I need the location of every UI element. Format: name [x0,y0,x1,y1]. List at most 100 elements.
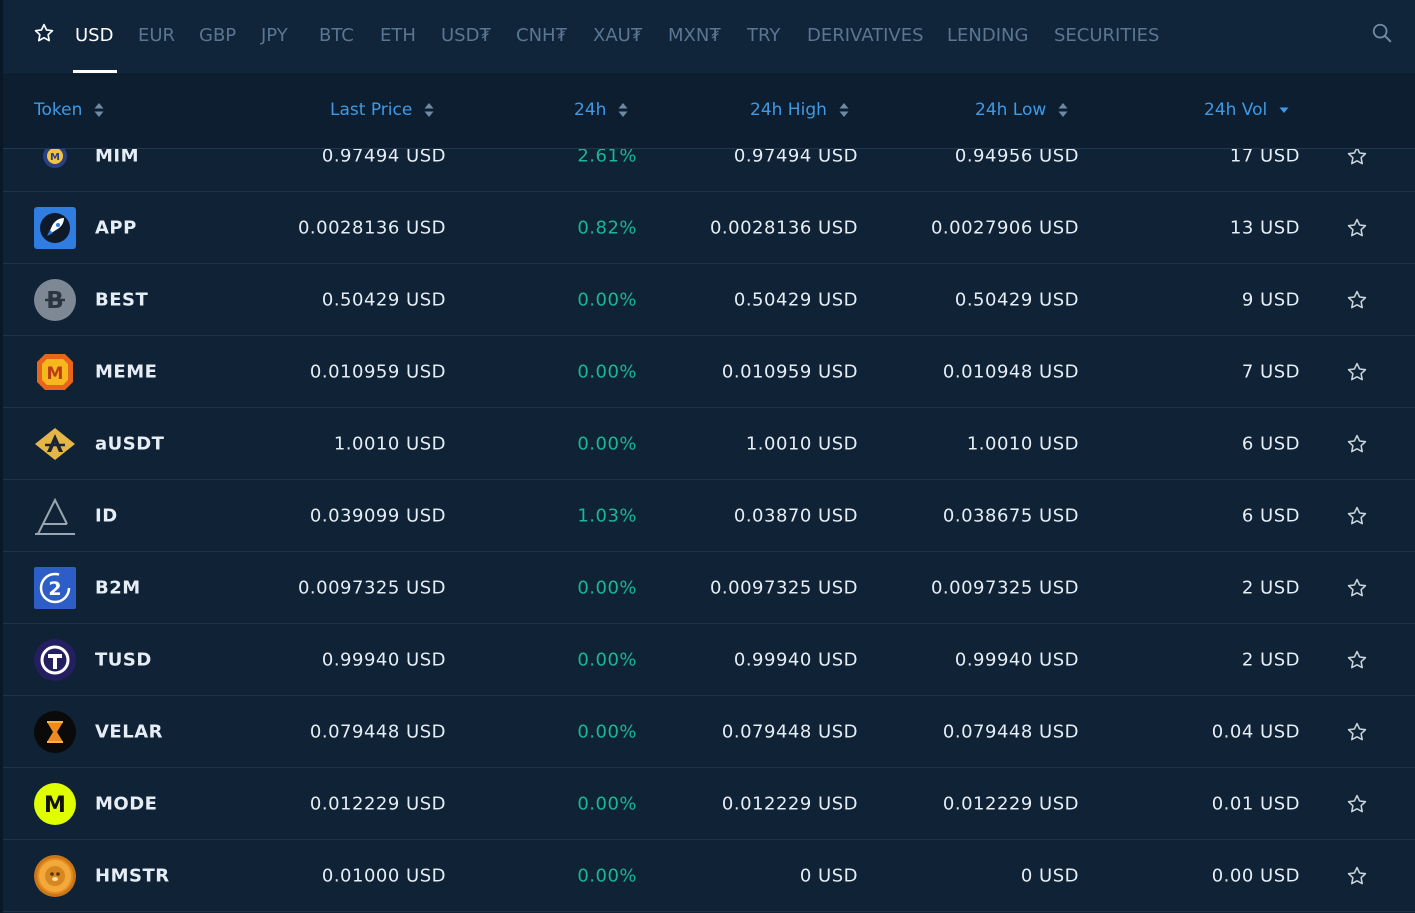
high-24h: 0.0028136 USD [709,217,858,238]
table-row[interactable]: aUSDT 1.0010 USD 0.00% 1.0010 USD 1.0010… [3,408,1415,480]
column-header-24h-vol[interactable]: 24h Vol [1204,100,1289,120]
market-tab-bar: USD EUR GBP JPY BTC ETH USD₮ CNH₮ XAU₮ M… [3,0,1415,75]
high-24h: 0.079448 USD [721,721,858,742]
table-row[interactable]: VELAR 0.079448 USD 0.00% 0.079448 USD 0.… [3,696,1415,768]
table-row[interactable]: M MIM 0.97494 USD 2.61% 0.97494 USD 0.94… [3,149,1415,192]
change-24h: 0.00% [577,649,637,670]
last-price: 0.99940 USD [321,649,446,670]
last-price: 0.01000 USD [321,865,446,886]
change-24h: 0.00% [577,361,637,382]
star-outline-icon[interactable] [1346,289,1368,311]
table-row[interactable]: 2 B2M 0.0097325 USD 0.00% 0.0097325 USD … [3,552,1415,624]
change-24h: 0.00% [577,865,637,886]
star-outline-icon[interactable] [1346,149,1368,167]
tab-eur[interactable]: EUR [138,25,176,46]
tab-usdt[interactable]: USD₮ [441,25,491,46]
low-24h: 0.010948 USD [942,361,1079,382]
best-logo: B [34,278,76,321]
star-outline-icon[interactable] [1346,721,1368,743]
high-24h: 0.99940 USD [733,649,858,670]
tab-derivatives[interactable]: DERIVATIVES [807,25,924,46]
tab-lending[interactable]: LENDING [947,25,1029,46]
star-outline-icon[interactable] [1346,649,1368,671]
low-24h: 0.0027906 USD [930,217,1079,238]
low-24h: 0.012229 USD [942,793,1079,814]
token-table-body: M MIM 0.97494 USD 2.61% 0.97494 USD 0.94… [3,149,1415,913]
tab-gbp[interactable]: GBP [199,25,237,46]
table-row[interactable]: M MODE 0.012229 USD 0.00% 0.012229 USD 0… [3,768,1415,840]
volume-24h: 7 USD [1241,361,1300,382]
star-outline-icon[interactable] [1346,577,1368,599]
svg-text:M: M [44,793,66,818]
table-header: Token Last Price 24h 24h High 24h Low 24… [3,75,1415,149]
table-row[interactable]: B BEST 0.50429 USD 0.00% 0.50429 USD 0.5… [3,264,1415,336]
high-24h: 0.0097325 USD [709,577,858,598]
search-icon[interactable] [1371,22,1393,44]
change-24h: 0.82% [577,217,637,238]
tab-mxnt[interactable]: MXN₮ [668,25,721,46]
tab-securities[interactable]: SECURITIES [1054,25,1160,46]
token-symbol: VELAR [95,721,163,742]
tab-usd[interactable]: USD [75,25,114,46]
tab-jpy[interactable]: JPY [261,25,288,46]
token-symbol: MODE [95,793,158,814]
column-header-last-price[interactable]: Last Price [330,100,434,120]
tab-xaut[interactable]: XAU₮ [593,25,643,46]
tab-btc[interactable]: BTC [319,25,354,46]
change-24h: 0.00% [577,577,637,598]
tab-eth[interactable]: ETH [380,25,416,46]
sort-icon [618,103,628,117]
token-symbol: B2M [95,577,141,598]
volume-24h: 2 USD [1241,577,1300,598]
table-row[interactable]: TUSD 0.99940 USD 0.00% 0.99940 USD 0.999… [3,624,1415,696]
ausdt-logo [35,427,75,460]
b2m-logo: 2 [34,566,76,609]
mode-logo: M [34,782,76,825]
volume-24h: 2 USD [1241,649,1300,670]
high-24h: 0.50429 USD [733,289,858,310]
volume-24h: 0.01 USD [1211,793,1300,814]
high-24h: 1.0010 USD [745,433,858,454]
volume-24h: 13 USD [1229,217,1300,238]
star-outline-icon[interactable] [1346,505,1368,527]
tusd-logo [34,638,76,681]
change-24h: 0.00% [577,433,637,454]
table-row[interactable]: ID 0.039099 USD 1.03% 0.03870 USD 0.0386… [3,480,1415,552]
star-outline-icon[interactable] [1346,865,1368,887]
table-row[interactable]: M MEME 0.010959 USD 0.00% 0.010959 USD 0… [3,336,1415,408]
change-24h: 0.00% [577,793,637,814]
svg-text:2: 2 [48,578,61,600]
star-outline-icon[interactable] [33,22,55,44]
volume-24h: 0.04 USD [1211,721,1300,742]
sort-descending-icon [1279,107,1289,113]
low-24h: 0.0097325 USD [930,577,1079,598]
last-price: 0.012229 USD [309,793,446,814]
last-price: 0.010959 USD [309,361,446,382]
last-price: 0.039099 USD [309,505,446,526]
star-outline-icon[interactable] [1346,217,1368,239]
column-header-24h-high[interactable]: 24h High [750,100,849,120]
last-price: 0.079448 USD [309,721,446,742]
column-header-24h[interactable]: 24h [574,100,628,120]
volume-24h: 0.00 USD [1211,865,1300,886]
token-symbol: HMSTR [95,865,170,886]
low-24h: 0.99940 USD [954,649,1079,670]
star-outline-icon[interactable] [1346,433,1368,455]
last-price: 0.0028136 USD [297,217,446,238]
star-outline-icon[interactable] [1346,361,1368,383]
column-header-token[interactable]: Token [34,100,104,120]
star-outline-icon[interactable] [1346,793,1368,815]
table-row[interactable]: HMSTR 0.01000 USD 0.00% 0 USD 0 USD 0.00… [3,840,1415,912]
low-24h: 0.038675 USD [942,505,1079,526]
column-header-24h-low[interactable]: 24h Low [975,100,1068,120]
token-symbol: BEST [95,289,149,310]
table-row[interactable]: APP 0.0028136 USD 0.82% 0.0028136 USD 0.… [3,192,1415,264]
sort-icon [94,103,104,117]
volume-24h: 17 USD [1229,149,1300,166]
high-24h: 0.012229 USD [721,793,858,814]
rocket-logo [34,206,76,249]
volume-24h: 6 USD [1241,505,1300,526]
tab-cnht[interactable]: CNH₮ [516,25,568,46]
tab-try[interactable]: TRY [747,25,781,46]
change-24h: 0.00% [577,721,637,742]
